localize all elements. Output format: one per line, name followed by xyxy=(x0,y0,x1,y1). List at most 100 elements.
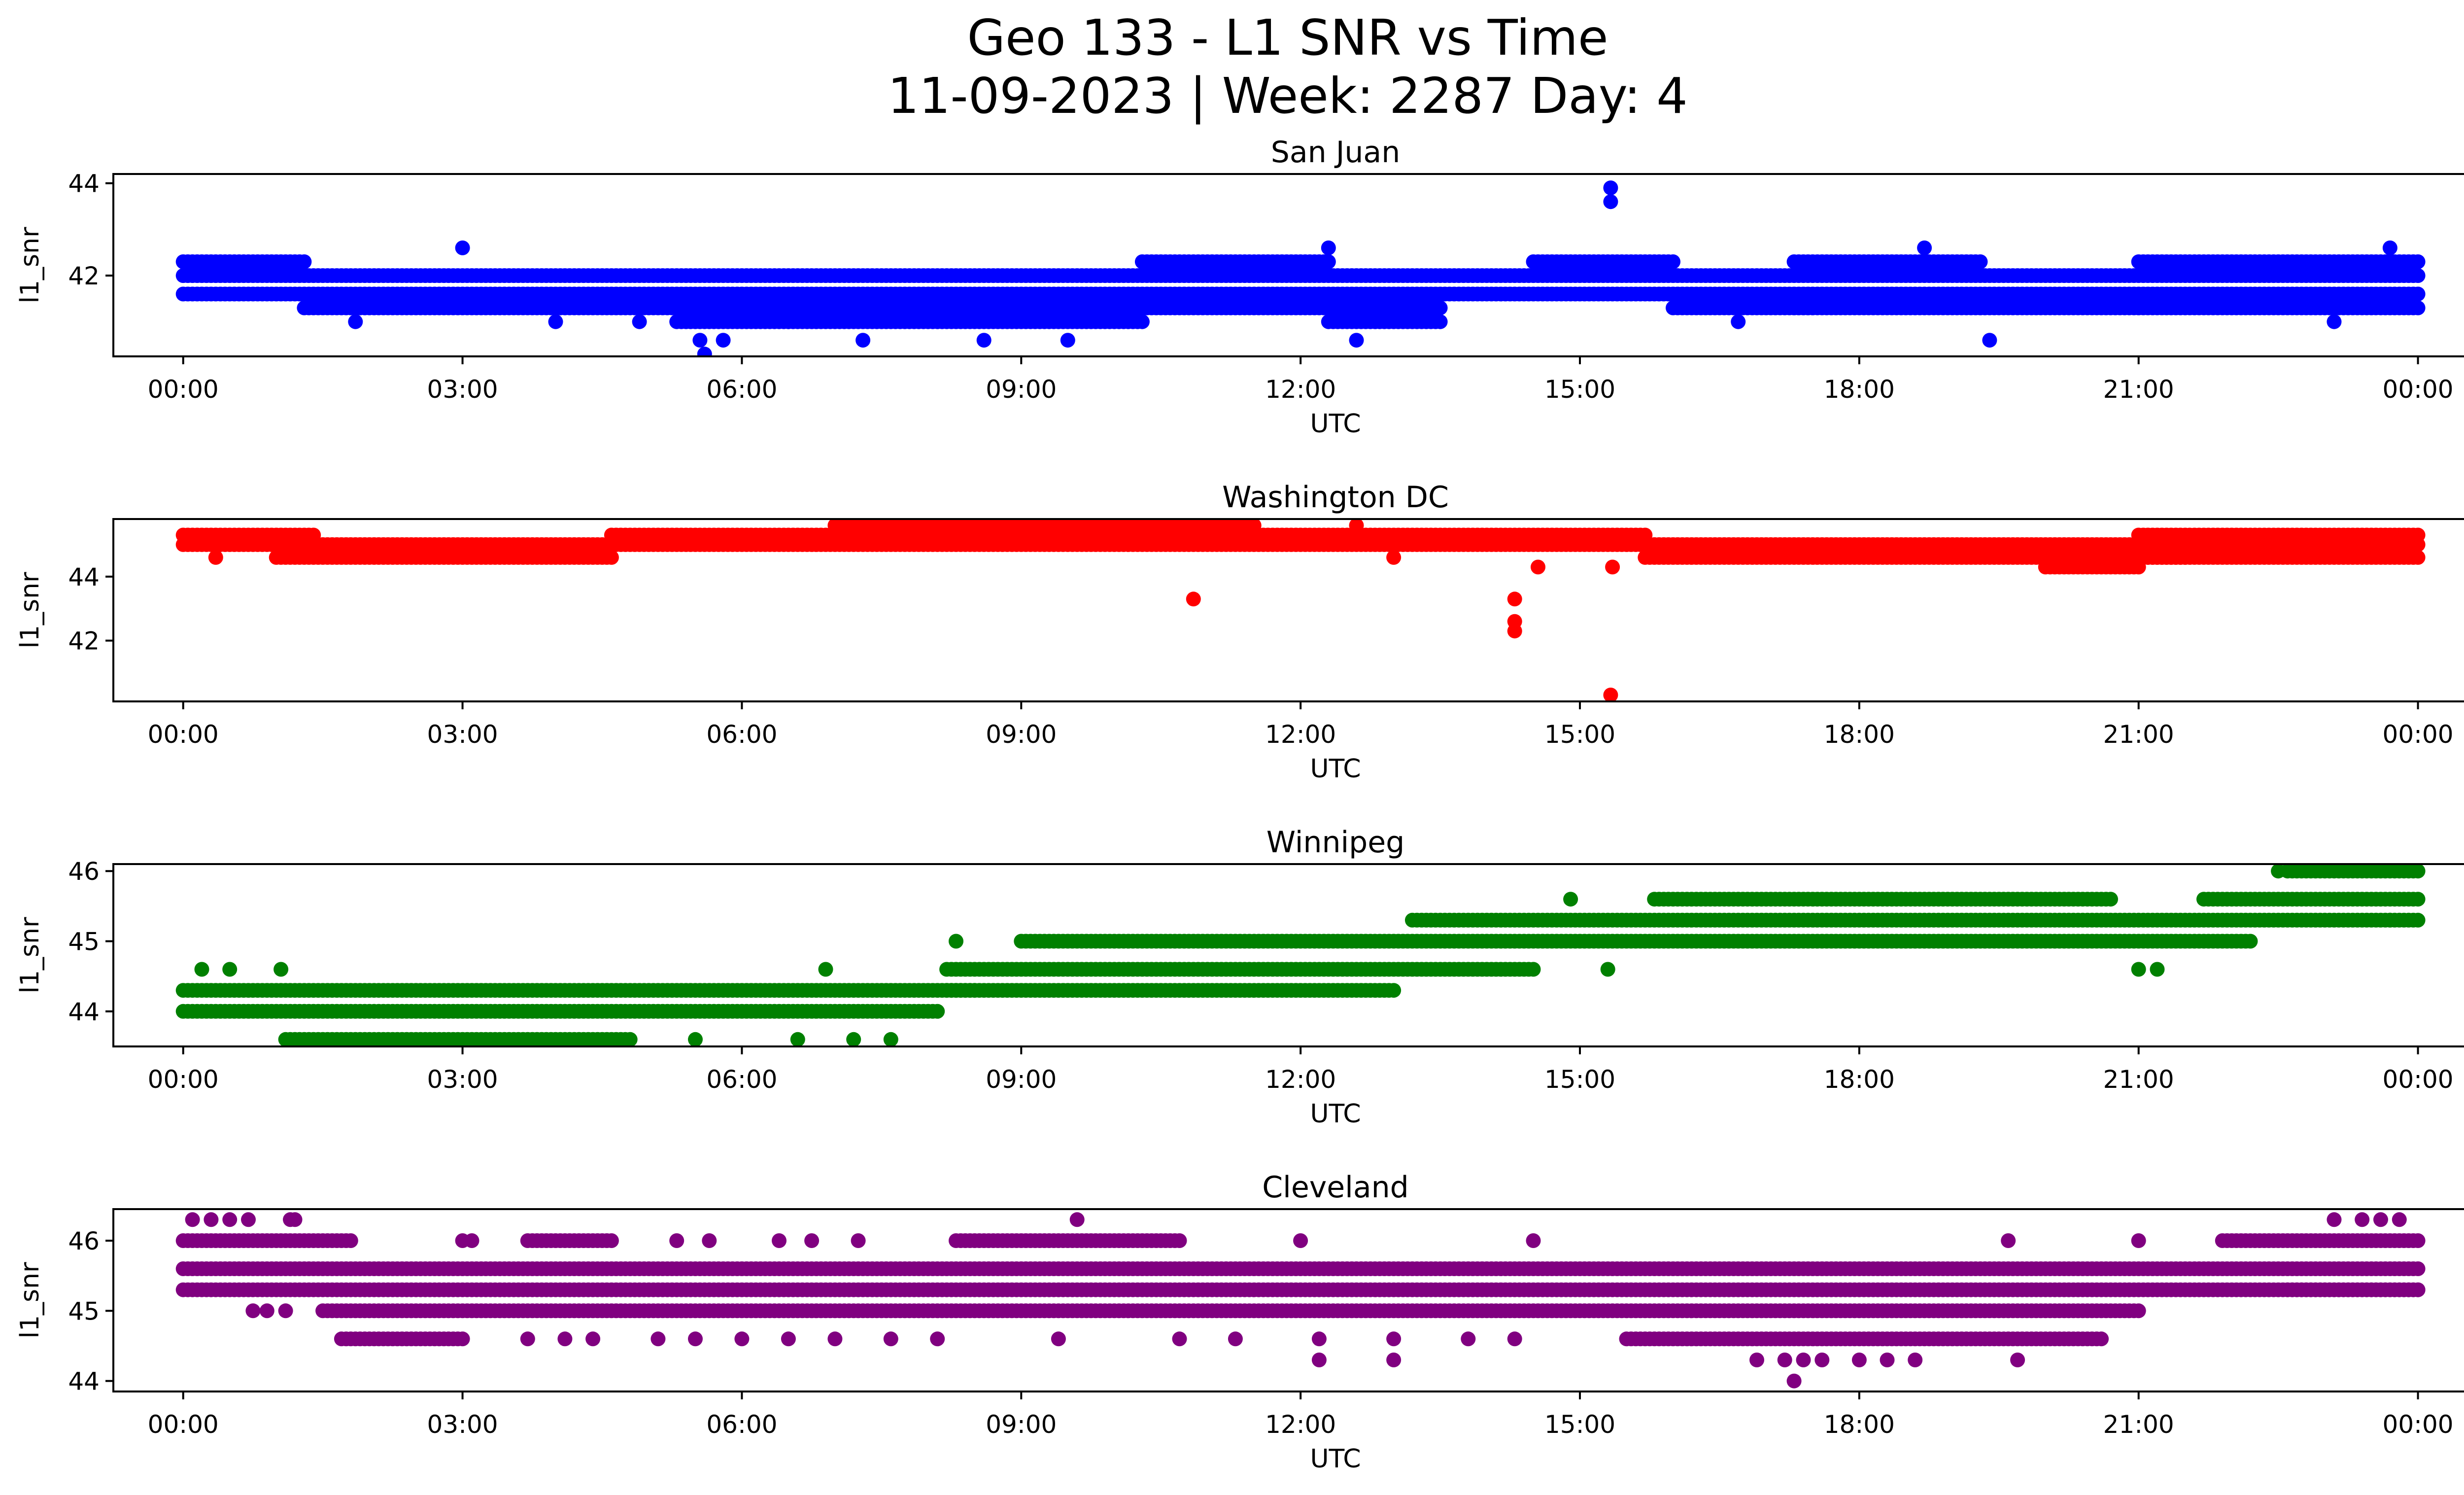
x-tick-label: 09:00 xyxy=(986,375,1057,404)
x-tick-label: 00:00 xyxy=(2383,375,2454,404)
data-point xyxy=(2382,240,2397,255)
x-tick-label: 18:00 xyxy=(1824,375,1895,404)
figure-title-line-2: 11-09-2023 | Week: 2287 Day: 4 xyxy=(888,67,1688,125)
data-point xyxy=(2410,527,2426,543)
data-point xyxy=(883,1032,898,1046)
data-point xyxy=(208,550,223,565)
y-tick-label: 44 xyxy=(68,170,100,198)
x-tick-label: 03:00 xyxy=(427,720,498,749)
axes-frame xyxy=(112,863,2464,1047)
data-point xyxy=(548,314,563,329)
data-point xyxy=(930,1004,945,1019)
x-tick-label: 03:00 xyxy=(427,375,498,404)
data-point xyxy=(2410,550,2426,565)
x-tick-label: 15:00 xyxy=(1544,1065,1615,1094)
x-tick-label: 15:00 xyxy=(1544,375,1615,404)
y-axis-label: l1_snr xyxy=(15,917,45,994)
data-point xyxy=(306,527,321,543)
data-point xyxy=(1982,333,1997,348)
y-tick-label: 45 xyxy=(68,928,100,956)
data-point xyxy=(716,333,731,348)
data-point xyxy=(790,1032,805,1046)
data-point xyxy=(1526,962,1541,977)
x-tick-label: 03:00 xyxy=(427,1065,498,1094)
data-point xyxy=(697,347,712,356)
data-point xyxy=(2410,268,2426,283)
data-point xyxy=(688,1032,703,1046)
data-point xyxy=(1349,519,1364,533)
data-point xyxy=(1600,962,1615,977)
x-tick-label: 09:00 xyxy=(986,1065,1057,1094)
subplot-title: San Juan xyxy=(1271,135,1400,170)
axes-frame xyxy=(112,173,2464,357)
data-point xyxy=(274,962,289,977)
y-axis-label: l1_snr xyxy=(15,572,45,649)
data-point xyxy=(297,254,312,269)
data-point xyxy=(2150,962,2165,977)
x-tick-label: 00:00 xyxy=(148,1065,219,1094)
data-point xyxy=(1731,314,1746,329)
x-tick-label: 06:00 xyxy=(706,1065,777,1094)
data-point xyxy=(921,519,936,533)
data-point xyxy=(1531,559,1545,575)
data-point xyxy=(1321,254,1336,269)
x-tick-label: 18:00 xyxy=(1824,1065,1895,1094)
data-point xyxy=(1507,591,1522,607)
data-point xyxy=(222,962,238,977)
y-tick-label: 42 xyxy=(68,627,100,656)
data-points xyxy=(175,180,2426,356)
y-axis-label: l1_snr xyxy=(15,227,45,304)
data-point xyxy=(976,333,992,348)
data-points xyxy=(175,519,2426,701)
subplot-title: Washington DC xyxy=(1222,480,1449,515)
data-point xyxy=(1386,550,1402,565)
data-point xyxy=(1603,180,1618,196)
data-point xyxy=(2271,864,2286,879)
data-point xyxy=(604,550,619,565)
data-point xyxy=(1433,314,1448,329)
data-point xyxy=(1638,527,1653,543)
x-tick-label: 12:00 xyxy=(1265,375,1336,404)
data-point xyxy=(455,240,470,255)
data-point xyxy=(1507,624,1522,639)
axes-frame xyxy=(112,518,2464,702)
x-tick-label: 00:00 xyxy=(2383,1065,2454,1094)
subplot-title: Cleveland xyxy=(1262,1170,1408,1205)
data-point xyxy=(2382,912,2397,928)
data-point xyxy=(2243,934,2258,949)
data-point xyxy=(818,962,833,977)
data-points xyxy=(175,1212,2426,1389)
data-point xyxy=(2410,300,2426,315)
figure-title: Geo 133 - L1 SNR vs Time 11-09-2023 | We… xyxy=(0,9,2464,125)
data-point xyxy=(1563,892,1578,907)
data-point xyxy=(1605,559,1620,575)
data-point xyxy=(846,1032,861,1046)
x-axis-label: UTC xyxy=(1310,409,1361,439)
data-point xyxy=(2410,286,2426,302)
data-point xyxy=(1134,314,1150,329)
data-point xyxy=(1603,688,1618,701)
x-tick-label: 12:00 xyxy=(1265,720,1336,749)
x-tick-label: 00:00 xyxy=(2383,720,2454,749)
x-tick-label: 21:00 xyxy=(2103,720,2174,749)
data-point xyxy=(856,333,871,348)
y-tick-label: 46 xyxy=(68,857,100,886)
x-tick-label: 00:00 xyxy=(148,720,219,749)
x-tick-label: 15:00 xyxy=(1544,720,1615,749)
data-point xyxy=(1386,983,1402,998)
x-tick-label: 09:00 xyxy=(986,720,1057,749)
data-point xyxy=(2103,892,2118,907)
data-point xyxy=(1917,240,1932,255)
x-tick-label: 12:00 xyxy=(1265,1065,1336,1094)
data-point xyxy=(1349,333,1364,348)
x-tick-label: 18:00 xyxy=(1824,720,1895,749)
data-points xyxy=(175,864,2426,1046)
x-tick-label: 21:00 xyxy=(2103,375,2174,404)
data-point xyxy=(622,1032,638,1046)
data-point xyxy=(2410,912,2426,928)
